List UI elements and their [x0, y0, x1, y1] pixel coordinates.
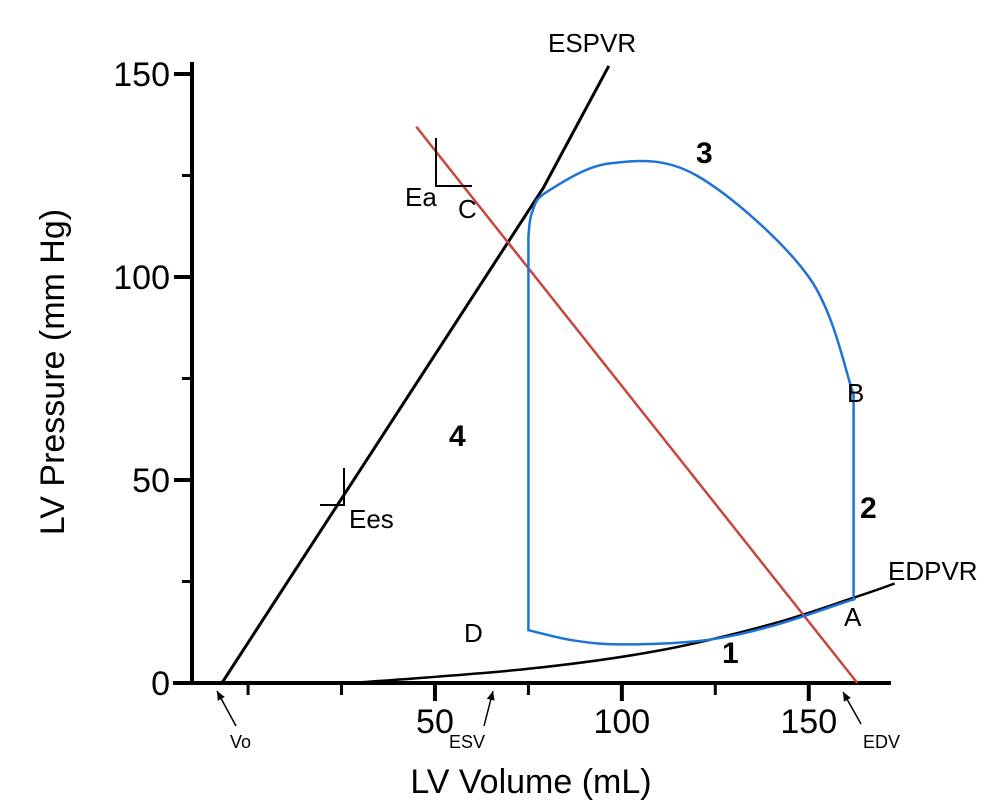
ea-label: Ea	[405, 182, 437, 212]
point-label-c: C	[458, 194, 477, 224]
edv-label: EDV	[863, 732, 900, 752]
edpvr-label: EDPVR	[888, 556, 978, 586]
ea-line	[415, 126, 859, 684]
esv-arrow	[483, 690, 495, 727]
y-tick-label-100: 100	[113, 259, 170, 297]
y-ticks-group: 0 50 100 150	[113, 56, 192, 703]
phase-label-4: 4	[449, 420, 466, 453]
ea-slope-triangle	[435, 138, 472, 187]
point-label-d: D	[464, 618, 483, 648]
phase-label-2: 2	[860, 492, 877, 525]
x-tick-label-150: 150	[780, 703, 837, 741]
x-ticks-group: 50 100 150	[246, 683, 837, 741]
edpvr-curve	[352, 582, 896, 685]
ees-label: Ees	[349, 504, 394, 534]
esv-label: ESV	[449, 732, 485, 752]
espvr-line	[220, 65, 611, 684]
vo-arrow	[216, 690, 237, 727]
point-label-a: A	[844, 602, 862, 632]
x-tick-label-100: 100	[593, 703, 650, 741]
x-tick-label-50: 50	[416, 703, 454, 741]
y-axis-title: LV Pressure (mm Hg)	[34, 209, 72, 535]
pressure-volume-loop	[527, 159, 856, 646]
ees-slope-triangle	[320, 468, 345, 506]
y-tick-label-150: 150	[113, 56, 170, 94]
vo-label: Vo	[230, 732, 251, 752]
phase-label-3: 3	[696, 137, 713, 170]
y-tick-label-50: 50	[132, 462, 170, 500]
point-label-b: B	[847, 378, 864, 408]
x-axis-title: LV Volume (mL)	[410, 763, 651, 801]
y-tick-label-0: 0	[151, 665, 170, 703]
espvr-label: ESPVR	[548, 28, 636, 58]
phase-label-1: 1	[722, 637, 739, 670]
edv-arrow	[842, 691, 862, 725]
axes-group: 0 50 100 150 50 100 150	[113, 56, 891, 741]
